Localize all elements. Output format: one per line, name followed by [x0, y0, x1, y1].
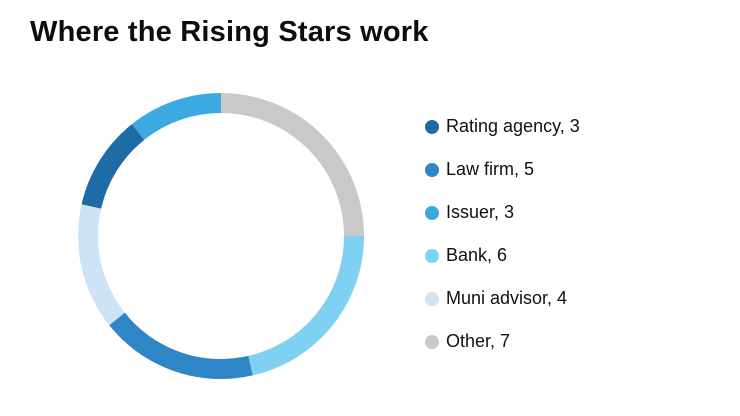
legend-item-bank: Bank, 6 — [425, 243, 580, 268]
legend-label: Bank, 6 — [446, 245, 508, 265]
legend-item-issuer: Issuer, 3 — [425, 200, 580, 225]
legend-dot-icon — [425, 291, 439, 306]
legend-dot-icon — [425, 248, 439, 263]
donut-segment-law-firm — [78, 93, 364, 379]
legend-label: Law firm, 5 — [446, 159, 535, 179]
legend-dot-icon — [425, 162, 439, 177]
legend: Rating agency, 3 Law firm, 5 Issuer, 3 Bank… — [425, 114, 580, 354]
legend-label: Rating agency, 3 — [446, 116, 580, 136]
chart-title: Where the Rising Stars work — [30, 16, 429, 48]
legend-item-muni-advisor: Muni advisor, 4 — [425, 286, 580, 311]
legend-label: Muni advisor, 4 — [446, 288, 568, 308]
legend-label: Other, 7 — [446, 331, 511, 351]
legend-item-rating-agency: Rating agency, 3 — [425, 114, 580, 139]
legend-label: Issuer, 3 — [446, 202, 515, 222]
legend-item-other: Other, 7 — [425, 329, 580, 354]
donut-segment-issuer — [78, 93, 364, 379]
legend-dot-icon — [425, 334, 439, 349]
legend-item-law-firm: Law firm, 5 — [425, 157, 580, 182]
legend-dot-icon — [425, 205, 439, 220]
donut-segment-muni-advisor — [78, 93, 364, 379]
donut-segments — [78, 93, 364, 379]
legend-dot-icon — [425, 119, 439, 134]
